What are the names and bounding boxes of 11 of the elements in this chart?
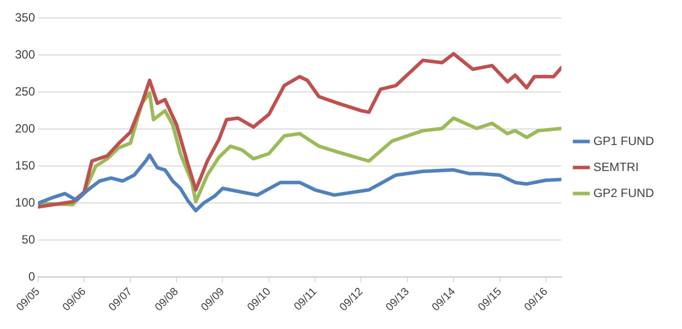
y-tick-label: 300	[14, 48, 36, 62]
legend-label: GP2 FUND	[593, 186, 654, 200]
y-tick-label: 50	[22, 232, 36, 247]
y-tick-label: 250	[14, 84, 36, 99]
legend-label: SEMTRI	[593, 160, 639, 174]
y-tick-label: 100	[14, 196, 36, 210]
legend-label: GP1 FUND	[593, 134, 654, 148]
y-tick-label: 200	[14, 122, 36, 136]
y-tick-label: 350	[14, 10, 36, 25]
y-tick-label: 150	[14, 158, 36, 173]
y-tick-label: 0	[28, 270, 36, 284]
